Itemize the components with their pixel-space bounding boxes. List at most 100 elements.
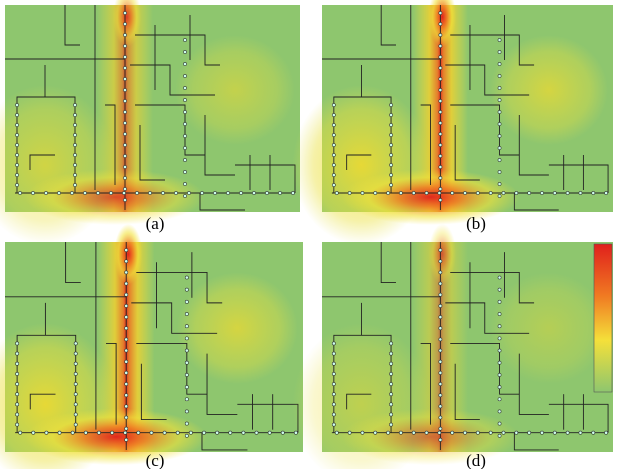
warm-zone [489,35,609,145]
node [44,430,49,435]
node [497,421,502,426]
node [497,409,502,414]
node [389,412,393,417]
node [15,113,19,117]
node [280,430,285,435]
node [124,315,129,320]
node [331,402,336,407]
node [373,430,378,435]
node [463,430,467,435]
node [497,194,502,198]
node [438,348,443,353]
heatmap-panel [0,223,303,469]
node [438,404,443,409]
node [437,430,442,435]
node [360,430,365,435]
node [438,33,443,37]
hot-zone [428,0,457,47]
node [123,66,127,70]
node [184,348,189,353]
node [497,433,502,438]
node [578,430,583,435]
node [123,176,127,180]
node [213,191,217,195]
node [122,191,126,195]
node [15,412,20,417]
node [331,351,336,356]
node [135,191,139,195]
node [389,123,393,127]
node [497,299,502,304]
node [389,153,393,157]
node [73,351,78,356]
node [411,191,416,195]
node [514,191,519,195]
panel-label: (d) [466,451,486,469]
node [123,430,128,435]
node [389,341,393,346]
node [183,62,187,66]
node [438,22,443,26]
heatmap-panel [292,223,613,469]
node [183,194,187,198]
node [110,430,114,435]
node [331,183,336,187]
node [604,191,608,195]
node [124,426,129,431]
node [70,191,74,195]
node [438,88,443,92]
node [497,50,502,54]
node [389,371,393,376]
node [438,110,443,114]
node [183,158,187,162]
node [331,103,336,107]
node [565,191,570,195]
node [254,430,259,435]
node [497,158,502,162]
node [331,153,336,157]
node [123,132,127,136]
node [184,336,189,341]
node [187,191,191,195]
node [148,191,152,195]
node [389,103,393,107]
node [331,412,336,417]
node [124,348,129,353]
node [15,163,19,167]
node [123,44,127,48]
node [389,392,393,397]
node [331,123,336,127]
node [183,74,187,78]
node [123,33,127,37]
network-nodes [15,11,295,202]
node [15,173,19,177]
node [438,44,443,48]
node [438,55,443,59]
node [200,191,204,195]
node [389,361,393,366]
network-nodes [331,248,608,442]
node [591,191,596,195]
node [438,143,443,147]
node [184,372,189,377]
network-nodes [15,248,298,442]
hot-zone [25,408,208,466]
node [124,281,129,286]
node [73,371,78,376]
node [215,430,220,435]
node [331,382,336,386]
node [184,275,189,280]
hot-zone [341,169,520,225]
node [15,371,20,376]
node [438,370,443,375]
node [552,430,557,435]
node [488,430,493,435]
node [15,103,19,107]
node [15,422,20,427]
node [360,191,365,195]
node [424,191,429,195]
node [331,133,336,137]
node [174,191,178,195]
node [331,361,336,366]
